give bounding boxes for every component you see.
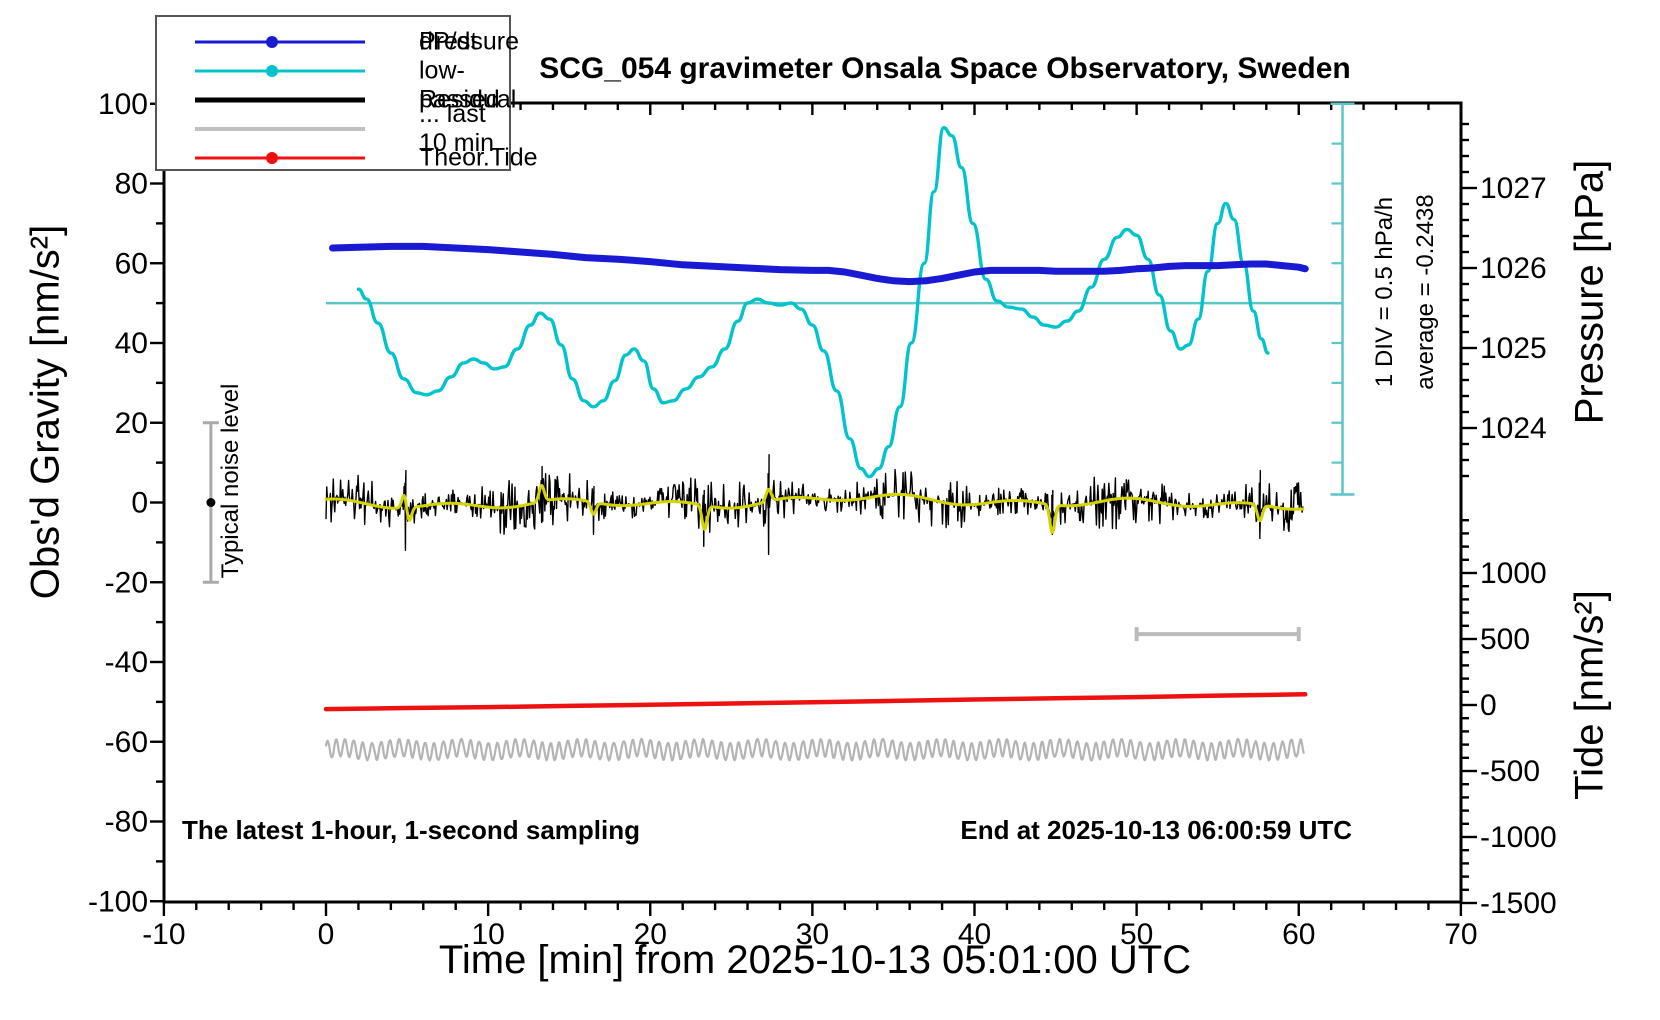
tick-label: 60: [1282, 918, 1315, 951]
tick-label: 20: [115, 407, 148, 440]
tick-label: 40: [958, 918, 991, 951]
legend-item-pressure: Pressure: [157, 27, 519, 56]
pressure-dot-marker: [266, 35, 278, 48]
tick-label: 1000: [1480, 557, 1547, 590]
tide-dot-marker: [266, 151, 278, 164]
tick-label: -100: [88, 885, 148, 918]
end-time-caption: End at 2025-10-13 06:00:59 UTC: [960, 815, 1352, 845]
legend-item-tide: Theor.Tide: [157, 143, 538, 172]
tick-label: -20: [105, 566, 148, 599]
tick-label: 1027: [1480, 172, 1547, 205]
legend-item-last10: ... last 10 min.: [157, 100, 509, 157]
div-scale-annotation: 1 DIV = 0.5 hPa/h: [1371, 196, 1398, 388]
tick-label: 40: [115, 327, 148, 360]
axis-tick-labels: -10 0 10 20 30 40 50 60 70100806040200-20-40-60-…: [88, 88, 1557, 951]
tick-label: 0: [1480, 689, 1497, 722]
last10-range-bar: [1134, 627, 1301, 642]
chart-title: SCG_054 gravimeter Onsala Space Observat…: [539, 52, 1351, 85]
typical-noise-label: Typical noise level: [217, 383, 244, 579]
residual-smoothed-curve: [324, 484, 1305, 534]
tick-label: 1025: [1480, 332, 1547, 365]
tick-label: 80: [115, 168, 148, 201]
last10-curve: [324, 737, 1305, 762]
pressure-axis-label: Pressure [hPa]: [1567, 159, 1612, 425]
tick-label: -80: [105, 806, 148, 839]
tide-line-swatch: [195, 156, 365, 159]
legend-label: ... last 10 min.: [419, 99, 501, 157]
tick-label: 20: [634, 918, 667, 951]
legend-box: Pressure dP/dt low-passed Residual ... l…: [155, 15, 538, 172]
dpdt-line-swatch: [195, 69, 365, 72]
average-annotation: average = -0.2438: [1412, 194, 1439, 390]
dpdt-dot-marker: [266, 64, 278, 77]
legend-label: dP/dt low-passed: [419, 27, 500, 113]
tick-label: 30: [796, 918, 829, 951]
tick-label: 1024: [1480, 412, 1547, 445]
dpdt-curve: [356, 125, 1270, 479]
sampling-caption: The latest 1-hour, 1-second sampling: [182, 815, 640, 845]
tick-label: 100: [98, 88, 148, 121]
legend-label: Theor.Tide: [419, 143, 538, 171]
tick-label: -1000: [1480, 821, 1557, 854]
tick-label: 50: [1120, 918, 1153, 951]
legend-item-dpdt: dP/dt low-passed: [157, 27, 509, 113]
tick-label: -60: [105, 726, 148, 759]
tick-label: -10: [142, 918, 185, 951]
tick-label: 1026: [1480, 252, 1547, 285]
legend-label: Pressure: [419, 27, 520, 55]
tick-label: 10: [471, 918, 504, 951]
tick-label: 0: [131, 487, 148, 520]
pressure-line-swatch: [195, 40, 365, 43]
legend-label: Residual: [419, 85, 517, 113]
tick-label: -500: [1480, 755, 1540, 788]
tick-label: -1500: [1480, 887, 1557, 920]
tick-label: 0: [318, 918, 335, 951]
last10-line-swatch: [195, 126, 365, 131]
reference-marks: [202, 102, 1355, 642]
tick-label: 70: [1444, 918, 1477, 951]
typical-noise-error-bar: [202, 421, 219, 584]
time-axis-label: Time [min] from 2025-10-13 05:01:00 UTC: [438, 938, 1192, 982]
tick-label: -40: [105, 646, 148, 679]
gravity-axis-label: Obs'd Gravity [nm/s²]: [23, 224, 68, 600]
tick-label: 60: [115, 247, 148, 280]
residual-line-swatch: [195, 97, 365, 102]
tide-axis-label: Tide [nm/s²]: [1567, 590, 1612, 800]
pressure-curve: [328, 242, 1309, 286]
theor-tide-curve: [323, 692, 1308, 712]
legend-item-residual: Residual: [157, 85, 516, 114]
tick-label: 500: [1480, 623, 1530, 656]
